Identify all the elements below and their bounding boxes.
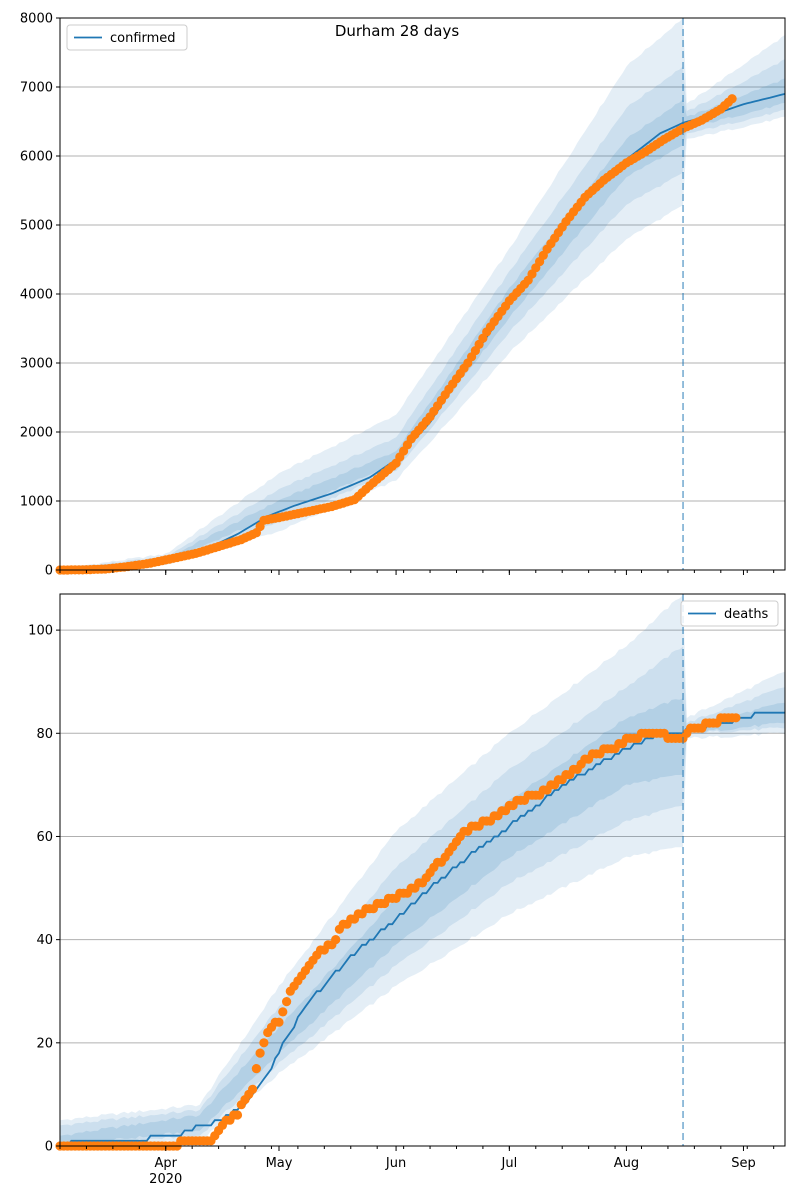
y-tick-label: 8000 xyxy=(20,12,53,27)
y-tick-label: 5000 xyxy=(20,219,53,234)
uncertainty-band-middle xyxy=(60,59,785,570)
legend-box xyxy=(680,600,779,627)
figure-title: Durham 28 days xyxy=(335,22,459,40)
y-tick-label: 1000 xyxy=(20,495,53,510)
uncertainty-band-inner xyxy=(60,78,785,571)
y-tick-label: 7000 xyxy=(20,81,53,96)
observed-point xyxy=(282,997,292,1007)
uncertainty-band-outer xyxy=(60,595,785,1146)
y-tick-label: 4000 xyxy=(20,288,53,303)
legend-label: confirmed xyxy=(110,31,176,46)
observed-point xyxy=(278,1007,288,1017)
confirmed-panel: 0 1000 2000 3000 4000 5000 6000 7000 8000 confirm… xyxy=(20,12,786,579)
x-tick-label: Apr xyxy=(154,1156,177,1171)
x-tick-label: Jul xyxy=(501,1156,518,1171)
y-tick-label: 40 xyxy=(36,933,53,948)
observed-point xyxy=(232,1110,243,1120)
y-tick-label: 100 xyxy=(28,624,53,639)
observed-point xyxy=(331,935,341,945)
x-tick-label: Aug xyxy=(614,1156,639,1171)
y-tick-label: 6000 xyxy=(20,150,53,165)
x-tick-label: Sep xyxy=(731,1156,756,1171)
x-tick-label: Jun xyxy=(385,1156,406,1171)
observed-point xyxy=(251,1064,261,1074)
observed-point xyxy=(248,1084,258,1094)
observed-point xyxy=(731,713,741,723)
y-tick-label: 20 xyxy=(36,1036,53,1051)
uncertainty-band-outer xyxy=(60,18,785,570)
x-year-label: 2020 xyxy=(149,1172,182,1187)
legend-label: deaths xyxy=(724,607,769,622)
observed-point xyxy=(259,1038,269,1048)
observed-point xyxy=(727,94,737,104)
y-tick-label: 0 xyxy=(45,564,53,579)
y-tick-label: 2000 xyxy=(20,426,53,441)
x-tick-label: May xyxy=(266,1156,293,1171)
legend-box xyxy=(66,24,188,51)
y-tick-label: 0 xyxy=(45,1140,53,1155)
y-tick-label: 3000 xyxy=(20,357,53,372)
y-tick-label: 60 xyxy=(36,830,53,845)
uncertainty-band-middle xyxy=(60,646,785,1146)
observed-point xyxy=(274,1017,284,1027)
uncertainty-band-inner xyxy=(60,698,785,1146)
y-tick-label: 80 xyxy=(36,727,53,742)
observed-point xyxy=(255,1048,265,1058)
deaths-panel: 0 20 40 60 80 100 Apr May Jun Jul Aug Sep 2020 deaths xyxy=(28,593,786,1187)
axes-frame xyxy=(59,593,786,1147)
